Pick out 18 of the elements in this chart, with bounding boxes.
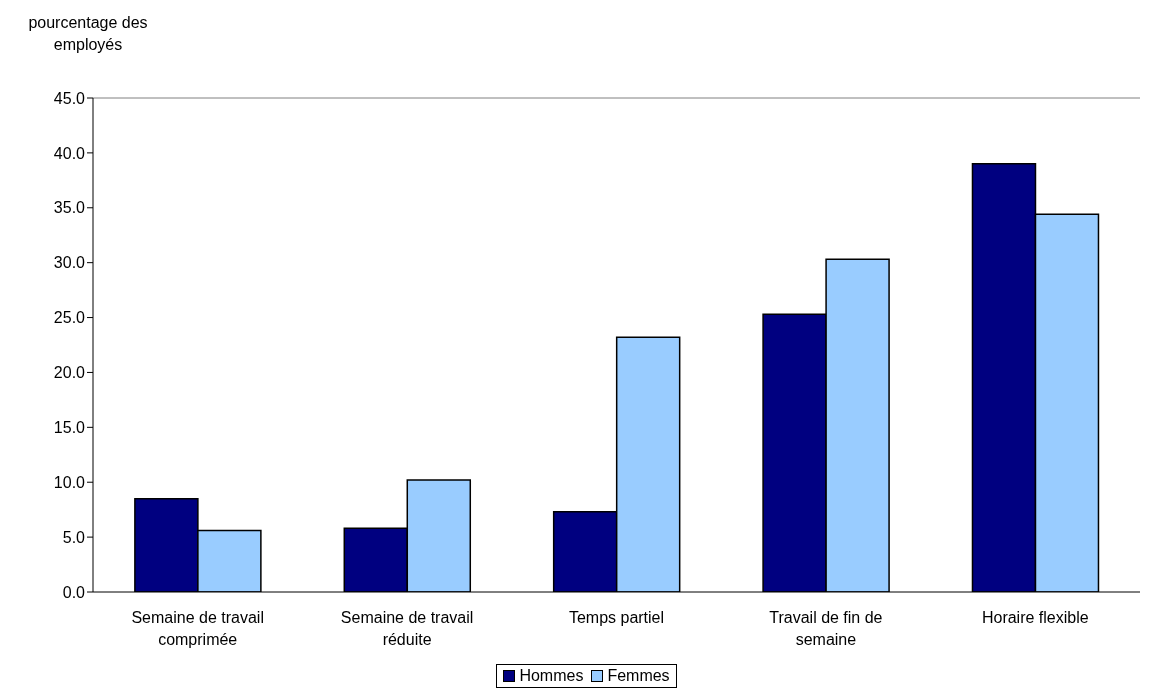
y-tick-label: 15.0 xyxy=(53,419,86,437)
y-tick-label: 5.0 xyxy=(62,528,86,546)
y-tick-label: 10.0 xyxy=(53,473,86,491)
y-axis-title: pourcentage des employés xyxy=(27,13,149,55)
x-tick-label: Travail de fin de semaine xyxy=(769,609,883,649)
x-tick-label: Semaine de travail réduite xyxy=(340,609,474,649)
x-tick-label: Horaire flexible xyxy=(981,609,1089,627)
y-tick-label: 20.0 xyxy=(53,364,86,382)
x-tick-label: Temps partiel xyxy=(568,609,665,627)
legend-label: Femmes xyxy=(606,667,670,685)
legend-label: Hommes xyxy=(518,667,584,685)
y-tick-label: 25.0 xyxy=(53,309,86,327)
y-tick-label: 35.0 xyxy=(53,199,86,217)
y-tick-label: 45.0 xyxy=(53,89,86,107)
x-tick-label: Semaine de travail comprimée xyxy=(131,609,264,649)
y-tick-label: 40.0 xyxy=(53,144,86,162)
y-tick-label: 0.0 xyxy=(62,583,86,601)
y-tick-label: 30.0 xyxy=(53,254,86,272)
